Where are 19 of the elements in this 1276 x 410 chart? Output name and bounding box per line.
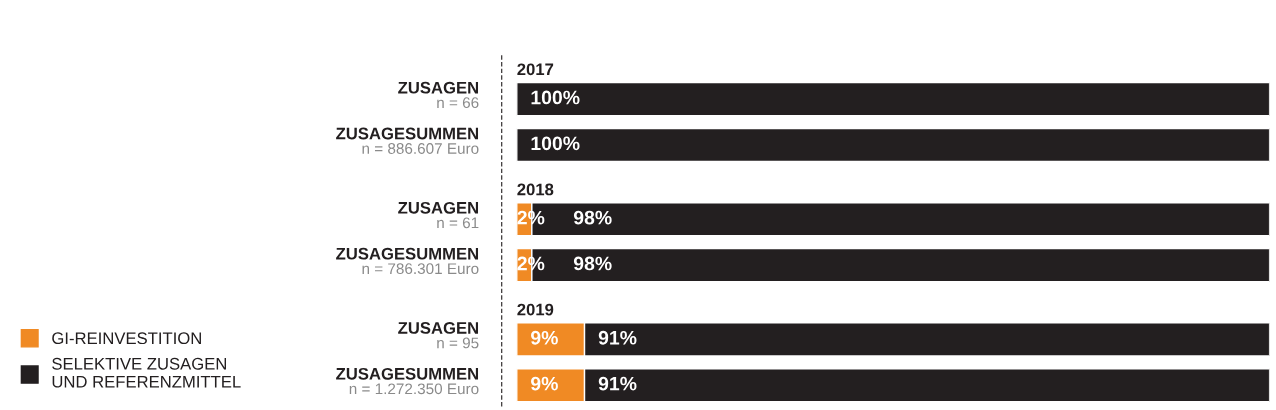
data-label: 98% xyxy=(573,256,612,271)
y-tick-label: ZUSAGESUMMEN n = 1.272.350 Euro xyxy=(336,367,479,395)
y-tick-label: ZUSAGEN n = 66 xyxy=(398,81,479,109)
data-label: 100% xyxy=(531,90,580,105)
annotation: 2017 xyxy=(517,63,554,76)
data-label: 9% xyxy=(531,376,558,391)
y-tick-label: ZUSAGESUMMEN n = 886.607 Euro xyxy=(336,127,479,154)
data-label: 91% xyxy=(598,330,637,345)
data-label: 91% xyxy=(598,376,637,391)
data-label: 98% xyxy=(573,210,612,225)
y-tick-label: ZUSAGESUMMEN n = 786.301 Euro xyxy=(336,247,479,275)
legend-label: SELEKTIVE ZUSAGEN UND REFERENZMITTEL xyxy=(52,357,241,388)
data-label: 100% xyxy=(531,136,580,151)
y-tick-label: ZUSAGEN n = 61 xyxy=(398,201,479,229)
y-tick-label: ZUSAGEN n = 95 xyxy=(398,322,479,349)
annotation: 2018 xyxy=(517,183,554,196)
annotation: 2019 xyxy=(517,303,554,316)
legend-label: GI-REINVESTITION xyxy=(52,332,201,345)
data-label: 9% xyxy=(531,330,558,345)
